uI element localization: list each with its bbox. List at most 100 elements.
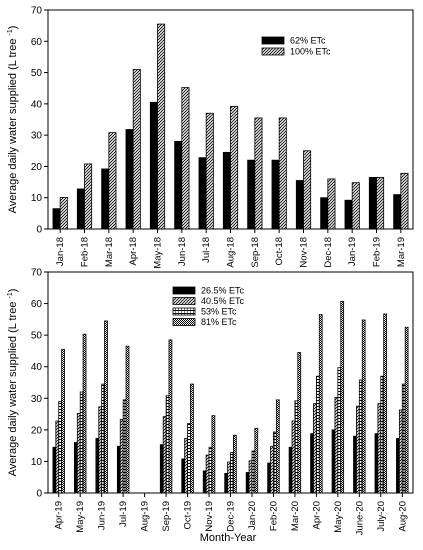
bar-Dec-19-series-1 bbox=[224, 473, 228, 494]
bar-Jan-20-series-2 bbox=[248, 460, 253, 494]
y-tick-label: 30 bbox=[31, 394, 43, 405]
bar-Jun-18-series-1 bbox=[174, 140, 183, 230]
bar-Aug-18-series-2 bbox=[230, 105, 239, 230]
bar-Jul-19-series-2 bbox=[119, 419, 124, 494]
bar-Mar-19-series-1 bbox=[393, 194, 402, 230]
bar-May-18-series-2 bbox=[157, 23, 166, 230]
bar-Jan-20-series-3 bbox=[251, 450, 256, 494]
bar-Mar-18-series-2 bbox=[108, 132, 117, 230]
bar-Mar-20-series-1 bbox=[288, 446, 293, 494]
bar-July-20-series-1 bbox=[374, 433, 379, 494]
bar-Feb-19-series-1 bbox=[368, 176, 377, 230]
y-tick-label: 0 bbox=[36, 225, 42, 236]
bar-Feb-20-series-3 bbox=[273, 431, 277, 494]
bar-Dec-19-series-3 bbox=[230, 452, 234, 494]
y-tick-label: 50 bbox=[31, 68, 43, 79]
chart-bottom: 0 10 20 30 40 50 60 70 Average daily water suppl… bbox=[7, 268, 414, 535]
bar-July-20-series-4 bbox=[383, 313, 387, 494]
x-tick-label: Oct-19 bbox=[183, 501, 194, 530]
y-axis-label-sup: -1 bbox=[7, 29, 14, 35]
legend-swatch bbox=[172, 307, 196, 316]
bar-May-19-series-2 bbox=[76, 413, 81, 494]
x-tick-label: Sep-19 bbox=[161, 501, 172, 532]
y-tick-label: 40 bbox=[31, 99, 43, 110]
x-tick-label: May-18 bbox=[153, 237, 164, 269]
bar-Jun-19-series-2 bbox=[98, 406, 103, 494]
bar-Oct-18-series-2 bbox=[278, 117, 287, 230]
bar-May-20-series-3 bbox=[337, 367, 342, 494]
x-tick-label: Dec-18 bbox=[323, 237, 334, 268]
bar-Dec-19-series-4 bbox=[232, 434, 237, 494]
bar-Dec-19-series-2 bbox=[227, 461, 231, 494]
bar-Feb-18-series-1 bbox=[76, 188, 85, 230]
bar-Sep-19-series-4 bbox=[168, 339, 173, 494]
legend-label: 81% ETc bbox=[201, 317, 237, 327]
x-tick-label: Dec-19 bbox=[226, 501, 237, 532]
y-tick-label: 60 bbox=[31, 299, 43, 310]
bar-July-20-series-3 bbox=[380, 375, 385, 494]
bar-Nov-19-series-2 bbox=[205, 454, 210, 494]
bar-Apr-19-series-4 bbox=[61, 348, 65, 494]
legend-label: 26.5% ETc bbox=[201, 286, 245, 296]
x-tick-label: Feb-18 bbox=[80, 237, 91, 267]
y-axis-label-close: ) bbox=[7, 26, 19, 30]
bar-Jan-18-series-1 bbox=[52, 208, 61, 230]
bar-July-20-series-2 bbox=[377, 403, 382, 494]
y-tick-label: 20 bbox=[31, 425, 43, 436]
bar-Feb-18-series-2 bbox=[84, 163, 93, 230]
x-tick-label: Aug-18 bbox=[226, 237, 237, 268]
x-tick-label: Mar-20 bbox=[290, 501, 301, 531]
y-axis-label-main: Average daily water supplied (L tree bbox=[7, 298, 19, 476]
legend-swatch bbox=[172, 286, 196, 295]
bar-May-19-series-4 bbox=[82, 333, 87, 494]
bar-Sep-19-series-2 bbox=[162, 416, 167, 494]
bar-June-20-series-2 bbox=[356, 405, 360, 494]
bar-Mar-20-series-3 bbox=[294, 400, 299, 494]
legend-label: 100% ETc bbox=[290, 47, 331, 57]
bar-Apr-20-series-1 bbox=[310, 433, 314, 494]
bar-Aug-20-series-2 bbox=[398, 409, 403, 494]
x-tick-label: June-20 bbox=[354, 501, 365, 535]
x-tick-label: Oct-18 bbox=[274, 237, 285, 266]
bar-May-19-series-3 bbox=[79, 391, 84, 494]
x-tick-label: Mar-19 bbox=[396, 237, 407, 267]
x-tick-label: Aug-19 bbox=[140, 501, 151, 532]
legend-swatch bbox=[261, 47, 285, 56]
y-tick-label: 70 bbox=[31, 6, 43, 17]
bar-Mar-18-series-1 bbox=[101, 168, 110, 230]
bar-Jul-19-series-4 bbox=[125, 345, 130, 494]
bar-Jun-19-series-1 bbox=[95, 437, 100, 494]
bar-Apr-20-series-3 bbox=[315, 375, 320, 494]
bar-Oct-19-series-3 bbox=[187, 423, 191, 494]
bar-Sep-19-series-1 bbox=[159, 444, 164, 494]
y-axis-label-main: Average daily water supplied (L tree bbox=[7, 35, 19, 213]
bar-May-20-series-2 bbox=[334, 396, 339, 494]
x-tick-label: Apr-20 bbox=[311, 501, 322, 530]
bar-Nov-19-series-3 bbox=[208, 446, 213, 494]
y-tick-label: 50 bbox=[31, 331, 43, 342]
bar-June-20-series-3 bbox=[358, 379, 363, 494]
x-tick-label: Jul-18 bbox=[201, 237, 212, 263]
bar-May-18-series-1 bbox=[149, 101, 158, 230]
bar-Jul-18-series-2 bbox=[205, 112, 214, 230]
bar-Jul-19-series-3 bbox=[122, 399, 127, 494]
x-tick-label: May-19 bbox=[75, 501, 86, 533]
bar-Jan-20-series-4 bbox=[254, 427, 259, 494]
bar-Jun-19-series-3 bbox=[101, 383, 105, 494]
y-tick-label: 20 bbox=[31, 162, 43, 173]
bar-Feb-19-series-2 bbox=[376, 176, 385, 230]
bar-June-20-series-4 bbox=[361, 319, 366, 494]
bar-May-20-series-1 bbox=[331, 429, 336, 494]
bar-Apr-19-series-3 bbox=[58, 401, 63, 494]
y-axis-label-sup: -1 bbox=[7, 292, 14, 298]
bar-June-20-series-1 bbox=[353, 435, 357, 494]
bar-May-20-series-4 bbox=[340, 300, 345, 494]
x-tick-label: Aug-20 bbox=[397, 501, 408, 532]
x-tick-label: Nov-18 bbox=[299, 237, 310, 268]
bar-Sep-18-series-2 bbox=[254, 117, 263, 230]
bar-Apr-18-series-2 bbox=[132, 69, 141, 230]
bar-Nov-19-series-4 bbox=[211, 415, 216, 494]
